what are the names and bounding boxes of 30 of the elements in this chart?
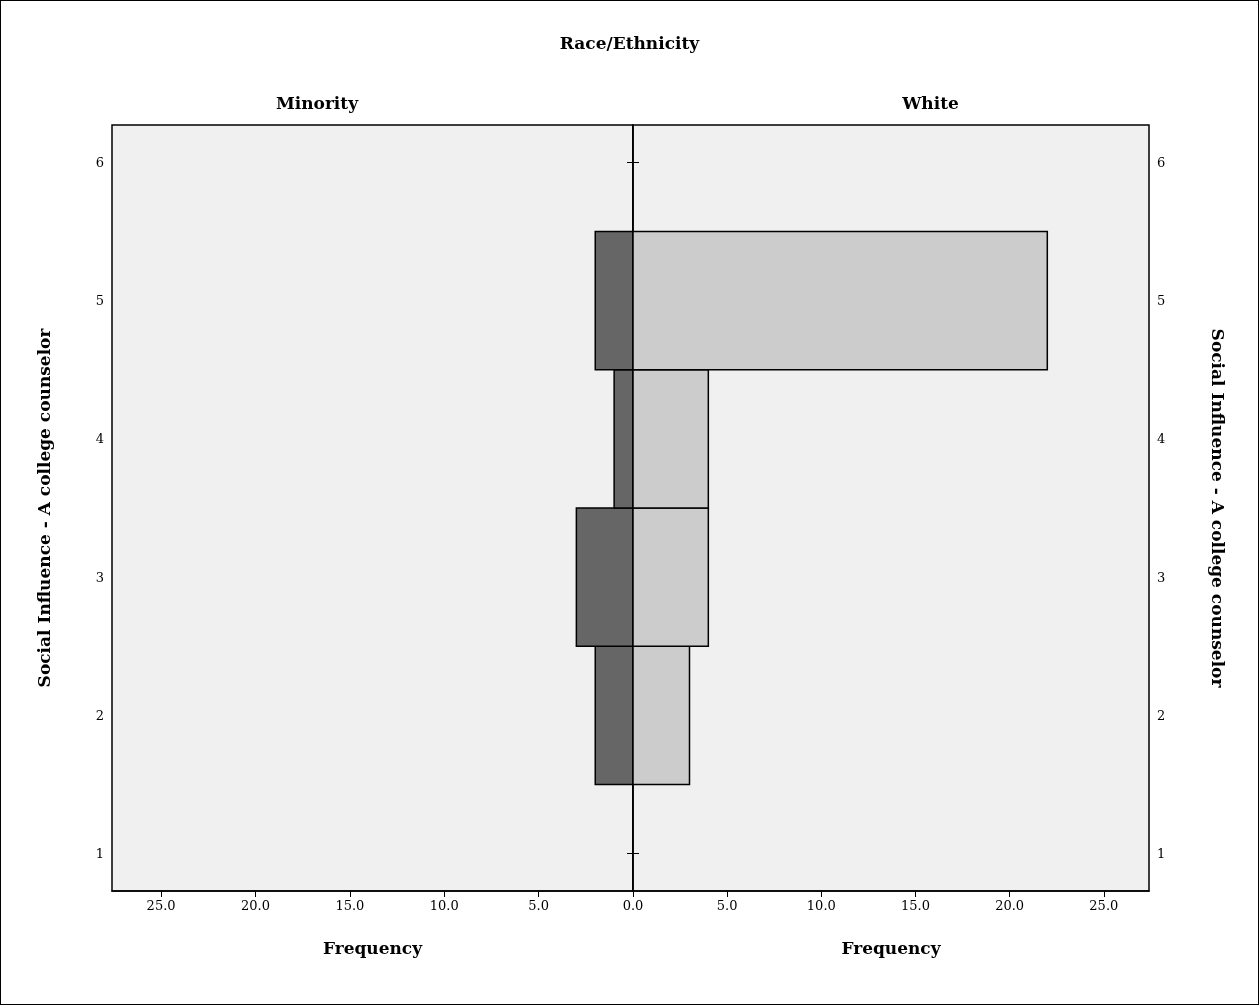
y-tick-label: 1: [1157, 846, 1166, 862]
y-axis-title: Social Influence - A college counselor: [1207, 328, 1228, 689]
y-tick-label: 6: [95, 154, 104, 170]
x-axis-title: Frequency: [322, 937, 424, 958]
x-tick-label: 5.0: [528, 898, 549, 913]
x-tick-label: 10.0: [806, 898, 836, 913]
y-tick-label: 1: [95, 846, 104, 862]
y-tick-label: 3: [1157, 569, 1166, 585]
x-tick-label: 15.0: [901, 898, 930, 913]
x-tick-label: 20.0: [240, 898, 270, 913]
x-tick-label: 25.0: [1089, 898, 1119, 913]
x-tick-label: 0.0: [622, 898, 644, 913]
y-tick-label: 5: [95, 293, 104, 309]
x-tick-label: 20.0: [995, 898, 1025, 913]
y-tick-label: 5: [1157, 293, 1166, 309]
y-tick-label: 4: [1157, 431, 1166, 447]
y-tick-label: 2: [95, 707, 104, 723]
y-tick-label: 4: [95, 431, 104, 447]
y-tick-label: 2: [1157, 707, 1166, 723]
x-tick-label: 5.0: [716, 898, 738, 913]
x-axis-title: Frequency: [841, 937, 942, 958]
x-tick-label: 15.0: [335, 898, 365, 913]
x-tick-label: 25.0: [146, 898, 176, 913]
y-tick-label: 6: [1157, 154, 1166, 170]
chart-subtitle: White: [901, 92, 959, 113]
y-axis-title: Social Influence - A college counselor: [33, 327, 54, 688]
chart-subtitle: Minority: [275, 92, 360, 113]
x-tick-label: 10.0: [429, 898, 459, 913]
y-tick-label: 3: [95, 569, 104, 585]
chart-title: Race/Ethnicity: [558, 33, 701, 53]
